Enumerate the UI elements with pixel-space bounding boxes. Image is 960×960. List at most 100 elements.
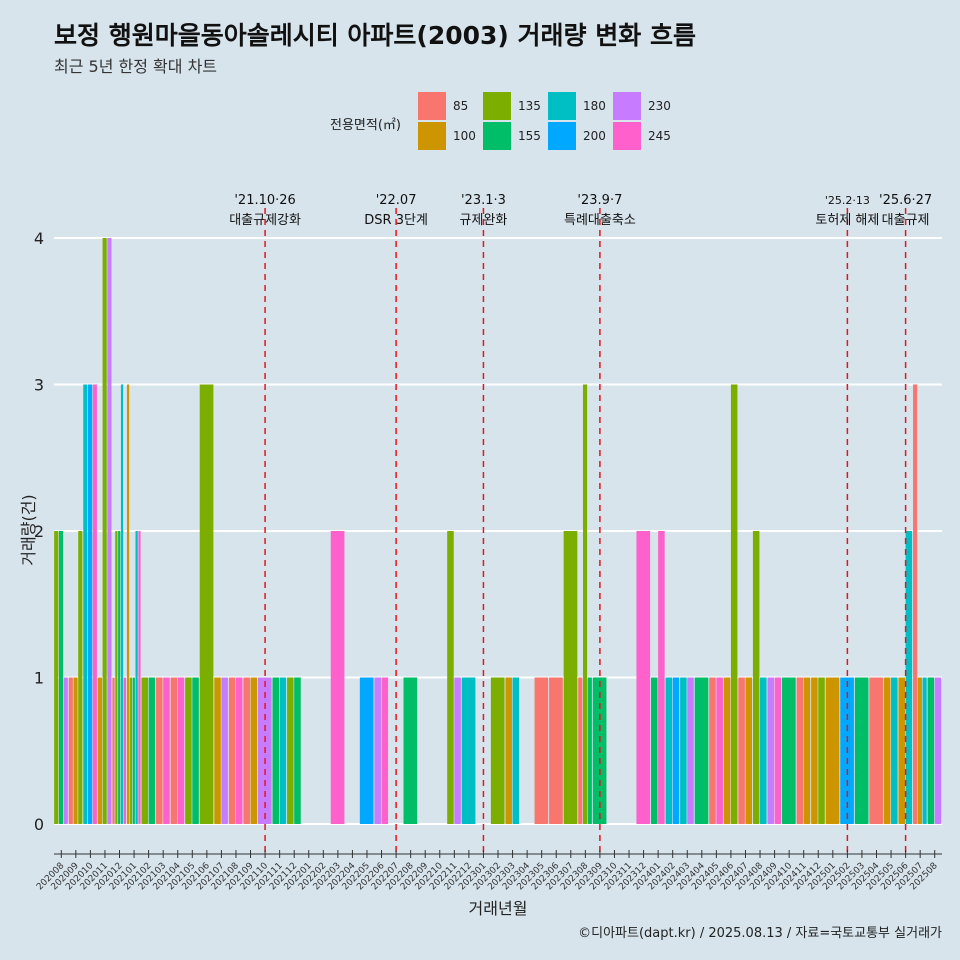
legend-swatch	[613, 92, 641, 120]
bar-202206-245	[381, 677, 389, 824]
bar-202010-200	[88, 384, 93, 824]
legend-swatch	[613, 122, 641, 150]
y-tick-label: 4	[34, 229, 44, 248]
bar-202102-135	[141, 677, 149, 824]
bar-202410-155	[782, 677, 796, 824]
bar-202302-135	[490, 677, 505, 824]
bar-202405-245	[716, 677, 723, 824]
y-tick-label: 0	[34, 815, 44, 834]
bar-202112-135	[287, 677, 294, 824]
bar-202105-135	[185, 677, 192, 824]
bar-202105-155	[192, 677, 199, 824]
bar-202011-135	[102, 238, 107, 824]
bar-202108-245	[235, 677, 243, 824]
bar-202009-135	[78, 531, 83, 824]
chart-subtitle: 최근 5년 한정 확대 차트	[54, 57, 218, 76]
bar-202504-85	[869, 677, 884, 824]
legend-swatch	[483, 92, 511, 120]
bar-202405-85	[709, 677, 716, 824]
bar-202401-155	[650, 677, 658, 824]
bar-202108-85	[228, 677, 236, 824]
bar-202111-180	[279, 677, 287, 824]
legend-swatch	[548, 92, 576, 120]
bar-202406-100	[723, 677, 731, 824]
bar-202010-245	[92, 384, 97, 824]
bar-202409-230	[767, 677, 774, 824]
bar-202305-85	[534, 677, 549, 824]
bar-202101-100	[126, 384, 130, 824]
bar-202104-85	[170, 677, 178, 824]
event-name-label: 대출규제강화	[229, 213, 301, 228]
bar-202507-180	[922, 677, 927, 824]
bar-202103-85	[156, 677, 163, 824]
legend-label: 100	[453, 129, 476, 143]
bar-202506-100	[898, 677, 906, 824]
bar-202012-155	[118, 531, 121, 824]
bar-202308-155	[587, 677, 592, 824]
legend-label: 85	[453, 99, 469, 113]
bar-202112-155	[294, 677, 301, 824]
bar-202111-155	[272, 677, 280, 824]
bar-202011-230	[107, 238, 112, 824]
bar-202404-155	[694, 677, 709, 824]
legend-label: 200	[583, 129, 606, 143]
bar-202412-100	[811, 677, 818, 824]
bar-202402-180	[665, 677, 673, 824]
event-name-label: 토허제 해제	[815, 213, 879, 228]
bar-202107-100	[214, 677, 221, 824]
event-name-label: 규제완화	[460, 213, 508, 228]
bar-202203-245	[330, 531, 345, 824]
bar-202308-135	[582, 384, 588, 824]
bar-202411-100	[803, 677, 811, 824]
bar-202308-85	[578, 677, 583, 824]
bar-202503-155	[854, 677, 869, 824]
bar-202211-135	[447, 531, 454, 824]
bar-202508-155	[927, 677, 935, 824]
bar-202401-245	[658, 531, 665, 824]
bar-202306-85	[549, 677, 563, 824]
bar-202409-245	[774, 677, 782, 824]
bar-202411-85	[796, 677, 804, 824]
event-date-label: '23.1·3	[461, 193, 506, 208]
bar-202505-180	[891, 677, 898, 824]
bar-202101-135	[129, 677, 133, 824]
bar-202303-100	[505, 677, 512, 824]
event-date-label: '22.07	[376, 193, 417, 208]
bar-202208-155	[403, 677, 418, 824]
bar-202506-180	[905, 531, 913, 824]
bar-202012-245	[123, 677, 127, 824]
legend-swatch	[548, 122, 576, 150]
legend-label: 180	[583, 99, 606, 113]
bar-202009-85	[68, 677, 73, 824]
bar-202412-135	[818, 677, 825, 824]
event-date-label: '23.9·7	[577, 193, 622, 208]
bar-202104-245	[177, 677, 185, 824]
bar-202107-230	[221, 677, 228, 824]
bar-202012-180	[120, 384, 124, 824]
event-name-label: 대출규제	[882, 213, 930, 228]
y-tick-label: 3	[34, 376, 44, 395]
bar-202101-245	[138, 531, 141, 824]
y-axis-title: 거래량(건)	[19, 494, 38, 565]
legend-swatch	[418, 92, 446, 120]
bar-202102-155	[148, 677, 156, 824]
x-axis-title: 거래년월	[469, 899, 528, 918]
bar-202109-85	[243, 677, 250, 824]
chart-title: 보정 행원마을동아솔레시티 아파트(2003) 거래량 변화 흐름	[54, 21, 696, 50]
bar-202507-85	[913, 384, 918, 824]
bar-202010-180	[83, 384, 88, 824]
y-tick-label: 2	[34, 522, 44, 541]
bar-202211-230	[454, 677, 461, 824]
legend-swatch	[483, 122, 511, 150]
event-date-label: '25.2·13	[825, 194, 870, 207]
bar-202505-100	[883, 677, 891, 824]
bar-202206-230	[374, 677, 381, 824]
event-date-label: '21.10·26	[234, 193, 295, 208]
bar-202408-180	[760, 677, 767, 824]
bar-202012-85	[112, 677, 115, 824]
bar-202312-245	[636, 531, 651, 824]
bar-202101-155	[132, 677, 135, 824]
event-name-label: 특례대출축소	[564, 213, 636, 228]
event-name-label: DSR 3단계	[364, 213, 428, 228]
